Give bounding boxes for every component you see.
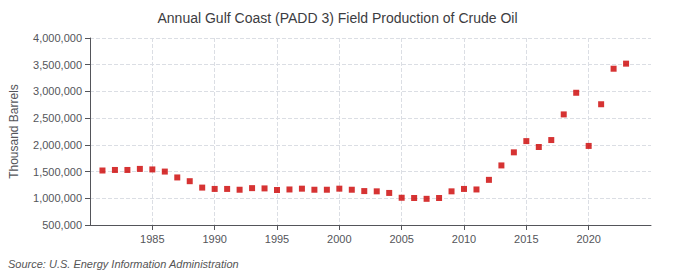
svg-text:2020: 2020 <box>576 233 600 245</box>
svg-text:2005: 2005 <box>389 233 413 245</box>
svg-text:1,500,000: 1,500,000 <box>33 166 82 178</box>
svg-text:500,000: 500,000 <box>42 219 82 231</box>
svg-text:2,000,000: 2,000,000 <box>33 139 82 151</box>
svg-text:1995: 1995 <box>265 233 289 245</box>
svg-text:3,500,000: 3,500,000 <box>33 59 82 71</box>
svg-text:Annual Gulf Coast (PADD 3) Fie: Annual Gulf Coast (PADD 3) Field Product… <box>157 10 517 26</box>
svg-text:1985: 1985 <box>140 233 164 245</box>
svg-text:2010: 2010 <box>452 233 476 245</box>
svg-text:2,500,000: 2,500,000 <box>33 112 82 124</box>
svg-text:Thousand Barrels: Thousand Barrels <box>7 84 21 179</box>
svg-text:3,000,000: 3,000,000 <box>33 85 82 97</box>
svg-text:4,000,000: 4,000,000 <box>33 32 82 44</box>
svg-text:1,000,000: 1,000,000 <box>33 192 82 204</box>
svg-text:1990: 1990 <box>202 233 226 245</box>
svg-text:2015: 2015 <box>514 233 538 245</box>
svg-text:2000: 2000 <box>327 233 351 245</box>
svg-text:Source: U.S. Energy Informatio: Source: U.S. Energy Information Administ… <box>8 258 239 270</box>
